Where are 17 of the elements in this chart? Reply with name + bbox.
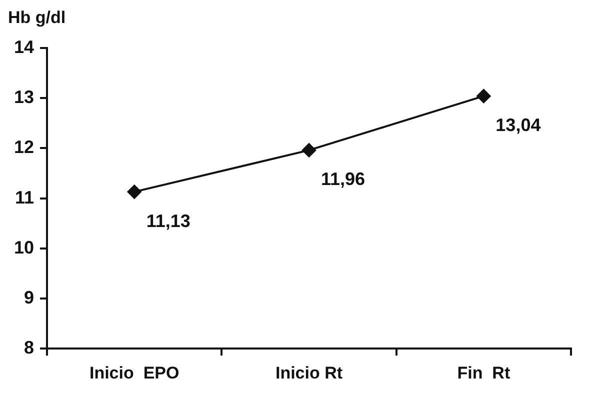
y-tick-label: 13 (14, 87, 34, 108)
y-tick-label: 12 (14, 137, 34, 158)
x-tick-label: Inicio EPO (89, 363, 180, 382)
data-label: 11,13 (146, 210, 190, 231)
x-tick-label: Fin Rt (457, 363, 510, 382)
data-label: 11,96 (321, 169, 366, 190)
y-tick-label: 9 (24, 287, 34, 308)
y-tick-label: 8 (24, 338, 34, 358)
point (127, 184, 142, 199)
y-tick-label: 14 (14, 36, 34, 57)
x-tick-label: Inicio Rt (275, 363, 343, 382)
y-tick-label: 11 (14, 187, 34, 208)
point (302, 143, 316, 158)
y-axis-title: Hb g/dl (8, 8, 66, 28)
y-tick-label: 10 (14, 237, 34, 258)
point (476, 89, 491, 104)
data-label: 13,04 (496, 115, 541, 136)
